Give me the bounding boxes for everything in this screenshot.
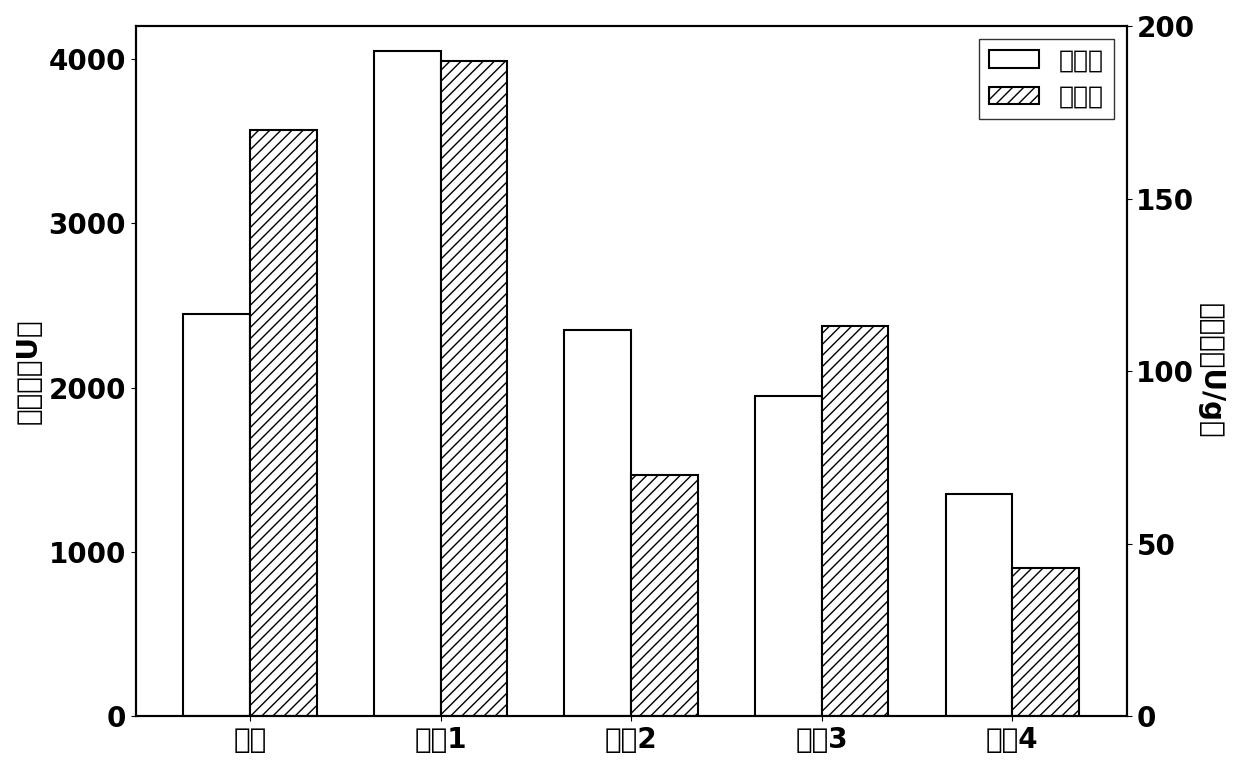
Bar — [564, 330, 631, 716]
Bar — [440, 61, 507, 716]
Y-axis label: 总酶活（U）: 总酶活（U） — [15, 318, 43, 424]
Bar — [374, 51, 440, 716]
Bar — [822, 326, 888, 716]
Y-axis label: 比酶活（U/g）: 比酶活（U/g） — [1197, 303, 1225, 439]
Bar — [1012, 568, 1079, 716]
Bar — [631, 474, 698, 716]
Legend: 总酶活, 比酶活: 总酶活, 比酶活 — [980, 38, 1114, 119]
Bar — [946, 494, 1012, 716]
Bar — [184, 314, 250, 716]
Bar — [755, 396, 822, 716]
Bar — [250, 129, 316, 716]
